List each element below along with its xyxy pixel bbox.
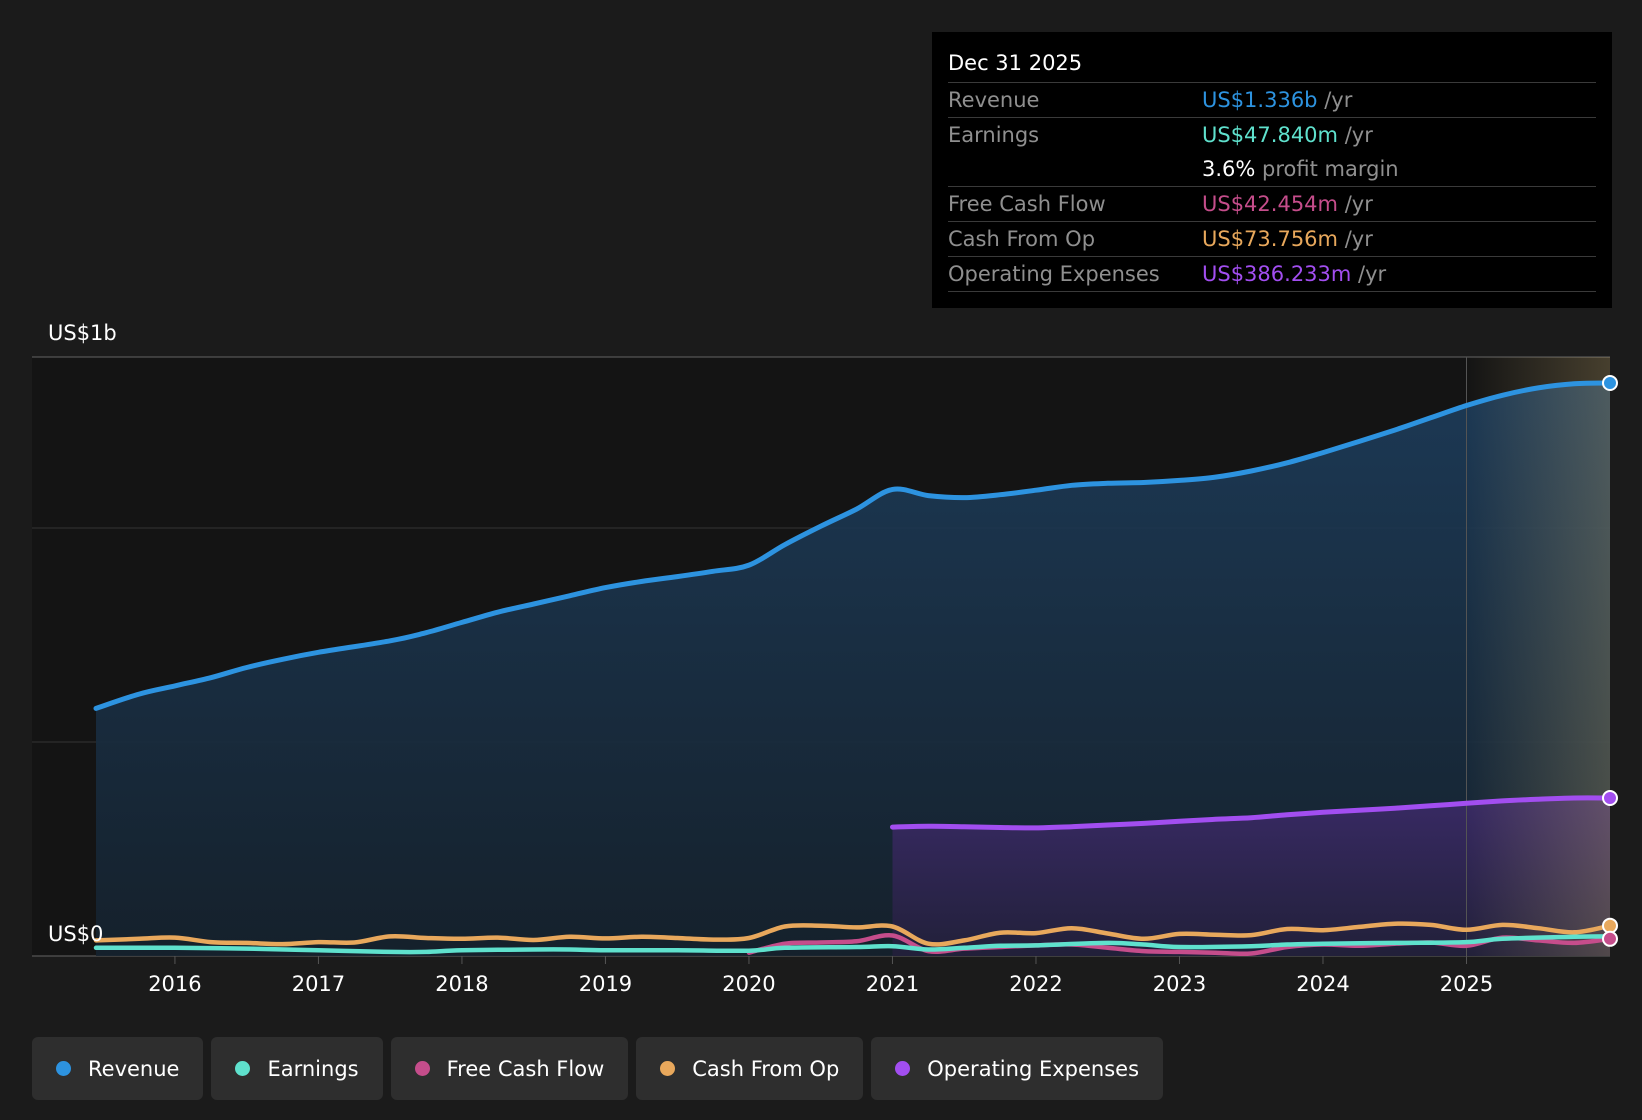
series-line-operating-expenses <box>890 795 1613 831</box>
series-line-earnings <box>93 934 1613 955</box>
tooltip-label: Revenue <box>948 88 1040 112</box>
tooltip-date: Dec 31 2025 <box>948 48 1596 83</box>
end-marker-free-cash-flow <box>1602 930 1618 947</box>
tooltip-unit: /yr <box>1344 123 1373 147</box>
legend-dot-icon <box>895 1061 911 1076</box>
tooltip-row-free-cash-flow: Free Cash Flow US$42.454m /yr <box>948 187 1596 222</box>
legend-label: Cash From Op <box>692 1056 840 1081</box>
tooltip-label: Cash From Op <box>948 227 1096 251</box>
series-line-revenue <box>93 380 1613 711</box>
x-tick-label: 2022 <box>1009 972 1062 996</box>
tooltip-label: Earnings <box>948 123 1040 147</box>
tooltip-value: US$47.840m <box>1202 123 1338 147</box>
x-tick-label: 2016 <box>148 972 201 996</box>
x-tick-label: 2024 <box>1296 972 1349 996</box>
series-area-operating-expenses <box>892 797 1610 956</box>
chart-legend: Revenue Earnings Free Cash Flow Cash Fro… <box>32 1037 1164 1100</box>
legend-item-earnings[interactable]: Earnings <box>211 1037 383 1100</box>
tooltip-value: US$1.336b <box>1202 88 1318 112</box>
legend-item-free-cash-flow[interactable]: Free Cash Flow <box>390 1037 629 1100</box>
y-axis-zero-label: US$0 <box>48 922 103 946</box>
x-axis: 2016 2017 2018 2019 2020 2021 2022 2023 2024 2025 <box>148 956 1493 996</box>
x-tick-label: 2017 <box>292 972 345 996</box>
tooltip-row-revenue: Revenue US$1.336b /yr <box>948 83 1596 118</box>
legend-label: Revenue <box>88 1056 180 1081</box>
end-marker-cash-from-op <box>1602 917 1618 934</box>
end-marker-operating-expenses <box>1602 790 1618 807</box>
legend-dot-icon <box>414 1061 430 1076</box>
tooltip-unit: /yr <box>1324 88 1353 112</box>
series-lines <box>93 380 1613 957</box>
series-area-revenue <box>96 383 1610 956</box>
legend-item-revenue[interactable]: Revenue <box>32 1037 204 1100</box>
x-tick-label: 2023 <box>1153 972 1206 996</box>
tooltip-value: 3.6% <box>1202 157 1256 181</box>
tooltip-value: US$42.454m <box>1202 192 1338 216</box>
chart-svg: 2016 2017 2018 2019 2020 2021 2022 2023 2024 2025… <box>32 321 1618 996</box>
legend-dot-icon <box>235 1061 251 1076</box>
legend-dot-icon <box>660 1061 676 1076</box>
x-tick-label: 2021 <box>866 972 919 996</box>
tooltip-unit: profit margin <box>1262 157 1399 181</box>
end-marker-revenue <box>1602 375 1618 391</box>
data-tooltip: Dec 31 2025 Revenue US$1.336b /yr Earnin… <box>932 32 1612 308</box>
x-tick-label: 2025 <box>1440 972 1493 996</box>
x-tick-label: 2019 <box>579 972 632 996</box>
tooltip-label: Free Cash Flow <box>948 192 1106 216</box>
tooltip-unit: /yr <box>1344 227 1373 251</box>
x-tick-label: 2020 <box>722 972 775 996</box>
x-tick-label: 2018 <box>435 972 488 996</box>
tooltip-row-operating-expenses: Operating Expenses US$386.233m /yr <box>948 257 1596 292</box>
series-line-free-cash-flow <box>746 932 1613 957</box>
series-areas <box>96 383 1610 956</box>
y-axis-top-label: US$1b <box>48 321 117 345</box>
tooltip-row-cash-from-op: Cash From Op US$73.756m /yr <box>948 222 1596 257</box>
tooltip-unit: /yr <box>1358 262 1387 286</box>
tooltip-row-profit-margin: 3.6% profit margin <box>948 152 1596 187</box>
legend-item-cash-from-op[interactable]: Cash From Op <box>636 1037 864 1100</box>
legend-label: Free Cash Flow <box>446 1056 605 1081</box>
legend-label: Operating Expenses <box>927 1056 1140 1081</box>
series-line-cash-from-op <box>93 921 1613 947</box>
tooltip-label: Operating Expenses <box>948 262 1160 286</box>
tooltip-row-earnings: Earnings US$47.840m /yr <box>948 118 1596 152</box>
tooltip-unit: /yr <box>1344 192 1373 216</box>
legend-dot-icon <box>56 1061 71 1076</box>
tooltip-value: US$73.756m <box>1202 227 1338 251</box>
legend-item-operating-expenses[interactable]: Operating Expenses <box>871 1037 1164 1100</box>
forecast-band <box>1466 357 1610 956</box>
end-markers <box>1602 375 1618 947</box>
tooltip-value: US$386.233m <box>1202 262 1352 286</box>
legend-label: Earnings <box>267 1056 359 1081</box>
